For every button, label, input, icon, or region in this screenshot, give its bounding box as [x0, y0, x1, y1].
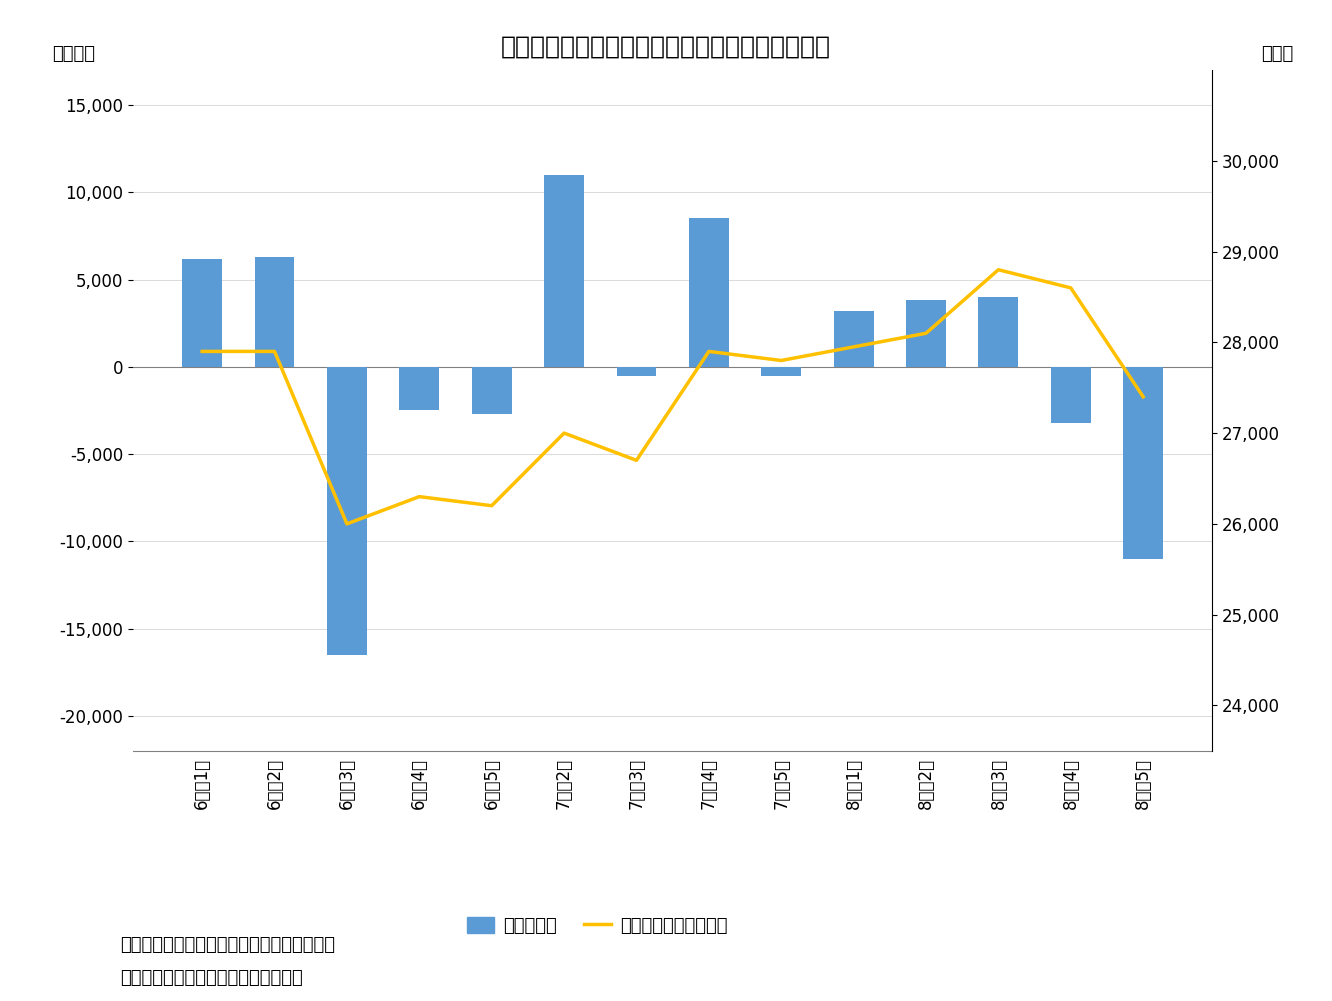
Text: （円）: （円） [1261, 45, 1293, 63]
Text: （資料）ニッセイ基礎研ＤＢから作成: （資料）ニッセイ基礎研ＤＢから作成 [120, 969, 302, 987]
Bar [400, 366, 440, 410]
Bar [689, 218, 729, 366]
Bar [182, 258, 222, 366]
Bar [617, 366, 657, 375]
Bar [472, 366, 511, 413]
Bar [1051, 366, 1091, 422]
Bar [254, 257, 294, 366]
Bar [545, 175, 583, 366]
Bar [906, 300, 946, 366]
Bar [834, 311, 874, 366]
Legend: 海外投資家, 日経平均株価（右軸）: 海外投資家, 日経平均株価（右軸） [460, 910, 735, 942]
Bar [979, 297, 1018, 366]
Bar [762, 366, 801, 375]
Text: 図表３　海外投資家は８月第５週に大幅売り越し: 図表３ 海外投資家は８月第５週に大幅売り越し [501, 35, 831, 59]
Bar [328, 366, 366, 655]
Bar [1123, 366, 1163, 559]
Text: （億円）: （億円） [52, 45, 96, 63]
Text: （注）海外投資家の現物と先物の合計、週次: （注）海外投資家の現物と先物の合計、週次 [120, 936, 334, 954]
